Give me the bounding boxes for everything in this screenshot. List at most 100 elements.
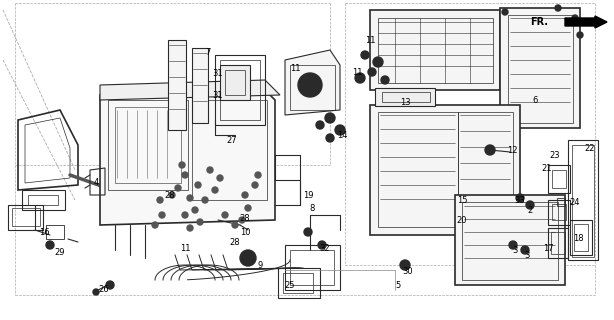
Bar <box>46 225 64 239</box>
Text: 7: 7 <box>205 47 211 57</box>
Circle shape <box>502 9 508 15</box>
FancyArrow shape <box>565 16 607 28</box>
Circle shape <box>222 212 228 218</box>
Text: 32: 32 <box>320 244 330 252</box>
Polygon shape <box>285 50 340 115</box>
Circle shape <box>232 222 238 228</box>
Circle shape <box>187 225 193 231</box>
Circle shape <box>304 79 316 91</box>
Text: 21: 21 <box>542 164 552 172</box>
Bar <box>192 100 267 200</box>
Bar <box>548 228 568 258</box>
Text: 10: 10 <box>239 228 251 236</box>
Circle shape <box>526 201 534 209</box>
Circle shape <box>179 162 185 168</box>
Polygon shape <box>100 90 275 225</box>
Circle shape <box>318 241 326 249</box>
Bar <box>548 165 570 193</box>
Bar <box>572 145 594 257</box>
Text: 15: 15 <box>457 196 467 204</box>
Bar <box>378 18 493 83</box>
Bar <box>290 250 334 285</box>
Text: 11: 11 <box>180 244 190 252</box>
Polygon shape <box>100 80 280 100</box>
Bar <box>115 107 181 183</box>
Bar <box>455 195 565 285</box>
Text: 31: 31 <box>212 68 223 77</box>
Circle shape <box>187 195 193 201</box>
Bar <box>508 15 573 123</box>
Circle shape <box>400 260 410 270</box>
Bar <box>370 105 520 235</box>
Text: 24: 24 <box>570 197 580 206</box>
Text: 28: 28 <box>239 213 251 222</box>
Bar <box>574 224 588 251</box>
Text: 12: 12 <box>507 146 517 155</box>
Circle shape <box>239 217 245 223</box>
Circle shape <box>192 207 198 213</box>
Text: 28: 28 <box>230 237 240 246</box>
Circle shape <box>106 281 114 289</box>
Circle shape <box>373 57 383 67</box>
Circle shape <box>304 228 312 236</box>
Text: 33: 33 <box>515 196 526 204</box>
Text: 28: 28 <box>165 190 176 199</box>
Text: 13: 13 <box>400 98 410 107</box>
Text: 9: 9 <box>257 260 263 269</box>
Text: 31: 31 <box>212 91 223 100</box>
Text: 18: 18 <box>573 234 583 243</box>
Text: 25: 25 <box>285 281 295 290</box>
Circle shape <box>516 194 524 202</box>
Bar <box>168 40 186 130</box>
Bar <box>500 8 580 128</box>
Circle shape <box>325 113 335 123</box>
Circle shape <box>207 167 213 173</box>
Text: 2: 2 <box>527 205 532 214</box>
Bar <box>548 200 570 225</box>
Circle shape <box>368 68 376 76</box>
Circle shape <box>252 182 258 188</box>
Circle shape <box>245 205 251 211</box>
Text: 4: 4 <box>93 178 99 187</box>
Bar <box>8 205 43 230</box>
Text: 14: 14 <box>336 131 348 140</box>
Circle shape <box>182 212 188 218</box>
Bar <box>215 55 265 125</box>
Bar <box>290 65 335 110</box>
Text: 3: 3 <box>512 245 518 254</box>
Bar <box>378 112 458 227</box>
Circle shape <box>509 241 517 249</box>
Text: 20: 20 <box>457 215 467 225</box>
Circle shape <box>361 51 369 59</box>
Circle shape <box>212 187 218 193</box>
Circle shape <box>521 246 529 254</box>
Circle shape <box>242 192 248 198</box>
Bar <box>552 204 566 220</box>
Bar <box>225 70 245 95</box>
Circle shape <box>577 32 583 38</box>
Text: 11: 11 <box>352 68 362 76</box>
Circle shape <box>555 5 561 11</box>
Text: 6: 6 <box>532 95 538 105</box>
Circle shape <box>152 222 158 228</box>
Bar <box>458 112 513 227</box>
Circle shape <box>326 134 334 142</box>
Text: 8: 8 <box>309 204 315 212</box>
Bar <box>382 92 430 102</box>
Text: 19: 19 <box>303 190 313 199</box>
Bar <box>278 268 320 298</box>
Circle shape <box>197 219 203 225</box>
Circle shape <box>217 175 223 181</box>
Text: 17: 17 <box>543 244 553 252</box>
Bar <box>220 60 260 120</box>
Circle shape <box>159 212 165 218</box>
Circle shape <box>202 197 208 203</box>
Circle shape <box>195 182 201 188</box>
Circle shape <box>485 145 495 155</box>
Text: 11: 11 <box>365 36 375 44</box>
Bar <box>462 202 558 280</box>
Bar <box>370 10 500 90</box>
Bar <box>551 232 565 254</box>
Text: 30: 30 <box>403 268 413 276</box>
Circle shape <box>572 15 578 21</box>
